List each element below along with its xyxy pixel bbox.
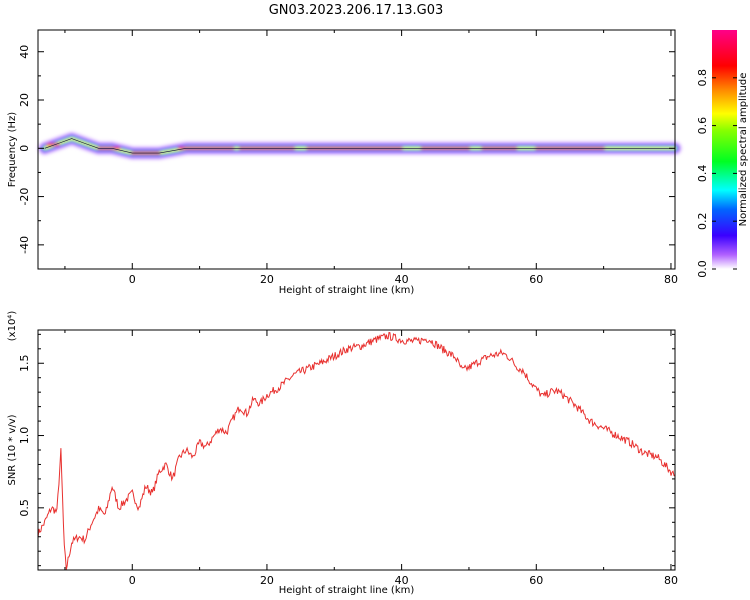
- x-tick-label: 20: [260, 574, 274, 587]
- spectrogram-panel: 0 20 40 60 80 40 20 0 -20 -40 Height of straight l…: [7, 29, 682, 296]
- y-axis-label: Frequency (Hz): [7, 112, 18, 188]
- colorbar-tick-label: 0.0: [696, 260, 709, 278]
- y-tick-label: 0: [18, 145, 31, 152]
- spectrogram-frame: [37, 29, 676, 270]
- x-tick-label: 40: [395, 574, 409, 587]
- x-axis-label: Height of straight line (km): [279, 585, 415, 596]
- y-tick-label: -40: [18, 236, 31, 254]
- colorbar-tick-label: 0.4: [696, 165, 709, 183]
- colorbar-tick-label: 0.6: [696, 117, 709, 135]
- x-tick-label: 0: [129, 574, 136, 587]
- x-tick-label: 80: [664, 574, 678, 587]
- y-axis-label: SNR (10 * v/v): [7, 414, 18, 485]
- y-tick-label: 40: [18, 45, 31, 59]
- snr-frame: [37, 329, 676, 571]
- x-tick-label: 60: [529, 273, 543, 286]
- colorbar-tick-label: 0.8: [696, 69, 709, 87]
- y-tick-label: 1.0: [18, 427, 31, 445]
- spectrogram-ridge-line: [44, 138, 675, 154]
- y-tick-label: -20: [18, 188, 31, 206]
- x-tick-label: 0: [129, 273, 136, 286]
- x-tick-label: 60: [529, 574, 543, 587]
- snr-series-line: [38, 331, 675, 570]
- figure-title: GN03.2023.206.17.13.G03: [269, 3, 444, 18]
- y-tick-label: 1.5: [18, 355, 31, 373]
- y-scale-label: (x10⁴): [7, 311, 18, 342]
- colorbar-label: Normalized spectral amplitude: [738, 73, 749, 227]
- snr-panel: 0 20 40 60 80 0.5 1.0 1.5 Height of straight lin…: [7, 311, 678, 596]
- x-tick-label: 20: [260, 273, 274, 286]
- colorbar-gradient: [712, 30, 737, 269]
- colorbar-tick-label: 0.2: [696, 212, 709, 230]
- x-tick-label: 80: [664, 273, 678, 286]
- x-tick-label: 40: [395, 273, 409, 286]
- y-tick-label: 20: [18, 93, 31, 107]
- x-axis-label: Height of straight line (km): [279, 285, 415, 296]
- colorbar: 0.0 0.2 0.4 0.6 0.8 Normalized spectral ampli…: [696, 30, 749, 278]
- y-tick-label: 0.5: [18, 499, 31, 516]
